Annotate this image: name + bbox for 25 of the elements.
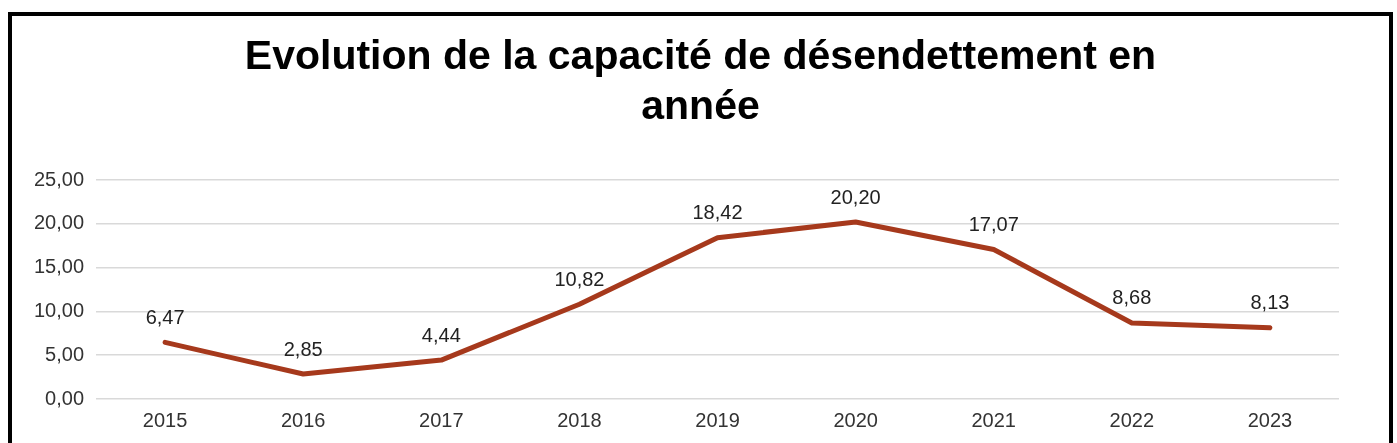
- y-tick-label: 10,00: [33, 298, 85, 321]
- data-label: 17,07: [968, 212, 1019, 235]
- x-tick-label: 2023: [1247, 408, 1293, 431]
- data-label: 18,42: [692, 201, 743, 224]
- data-label: 4,44: [421, 323, 461, 346]
- x-tick-label: 2015: [142, 408, 188, 431]
- x-tick-label: 2022: [1109, 408, 1155, 431]
- x-tick-label: 2020: [833, 408, 878, 431]
- y-tick-label: 25,00: [33, 167, 85, 190]
- chart-title: Evolution de la capacité de désendettement en année: [243, 31, 1158, 130]
- data-label: 2,85: [283, 337, 323, 360]
- x-tick-label: 2016: [280, 408, 326, 431]
- y-tick-label: 15,00: [33, 255, 85, 278]
- data-label: 8,68: [1112, 286, 1152, 309]
- y-tick-label: 5,00: [45, 342, 85, 365]
- data-label: 6,47: [145, 305, 185, 328]
- x-tick-label: 2019: [695, 408, 740, 431]
- data-label: 10,82: [554, 267, 605, 290]
- data-label: 8,13: [1250, 291, 1290, 314]
- x-tick-label: 2018: [557, 408, 602, 431]
- x-tick-label: 2021: [971, 408, 1016, 431]
- data-label: 20,20: [830, 185, 881, 208]
- x-tick-label: 2017: [419, 408, 464, 431]
- y-tick-label: 20,00: [33, 211, 85, 234]
- y-tick-label: 0,00: [45, 386, 85, 409]
